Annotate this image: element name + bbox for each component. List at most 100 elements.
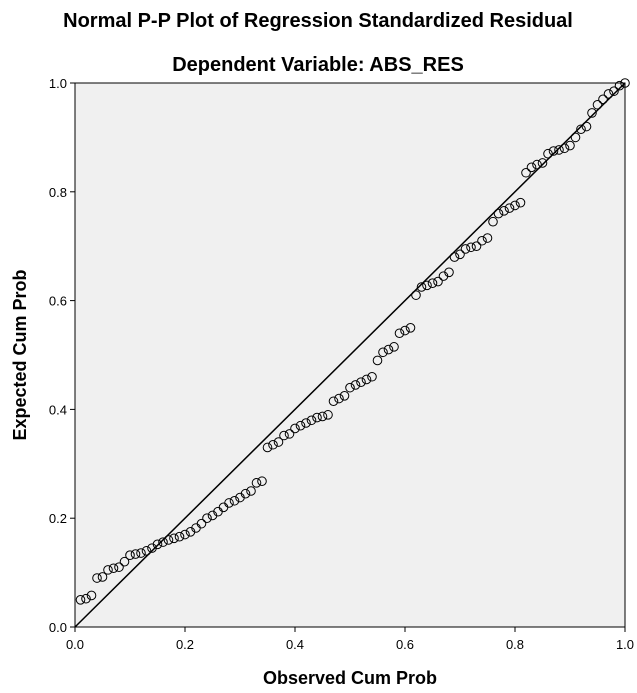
data-point bbox=[449, 252, 460, 262]
data-point bbox=[477, 235, 487, 246]
data-point bbox=[86, 590, 97, 601]
data-point bbox=[460, 244, 471, 254]
data-point bbox=[136, 548, 146, 558]
data-point bbox=[279, 430, 289, 441]
data-point bbox=[598, 94, 608, 105]
data-point bbox=[301, 418, 311, 428]
data-point bbox=[257, 476, 267, 487]
data-point bbox=[565, 140, 575, 151]
data-point bbox=[537, 158, 548, 168]
data-point bbox=[400, 325, 410, 336]
y-tick-label: 0.6 bbox=[49, 294, 67, 309]
data-point bbox=[444, 267, 454, 278]
data-point bbox=[543, 148, 553, 159]
data-point bbox=[158, 537, 168, 547]
data-point bbox=[367, 371, 377, 382]
y-axis-label: Expected Cum Prob bbox=[10, 269, 30, 440]
data-point bbox=[576, 124, 586, 135]
x-tick-label: 0.4 bbox=[286, 637, 304, 652]
data-point bbox=[559, 143, 570, 154]
data-point bbox=[482, 233, 493, 243]
data-point bbox=[350, 380, 361, 390]
data-point bbox=[383, 344, 394, 355]
data-point bbox=[81, 593, 91, 604]
chart-title: Normal P-P Plot of Regression Standardiz… bbox=[63, 10, 573, 32]
data-point bbox=[499, 206, 509, 216]
x-tick-label: 0.6 bbox=[396, 637, 414, 652]
data-point bbox=[163, 535, 174, 545]
data-point bbox=[532, 159, 542, 170]
x-axis-label: Observed Cum Prob bbox=[263, 668, 437, 688]
data-point bbox=[620, 78, 630, 88]
data-point bbox=[130, 549, 141, 559]
data-point bbox=[488, 216, 498, 227]
data-point bbox=[356, 377, 366, 388]
data-point bbox=[240, 488, 251, 499]
data-point bbox=[92, 573, 102, 583]
y-tick-label: 0.4 bbox=[49, 402, 67, 417]
axis-ticks bbox=[70, 82, 626, 632]
data-point bbox=[592, 99, 603, 110]
data-point bbox=[141, 546, 152, 556]
data-point bbox=[504, 203, 515, 213]
data-point bbox=[378, 347, 388, 358]
data-point bbox=[526, 162, 537, 173]
data-point bbox=[268, 439, 278, 450]
x-tick-label: 0.2 bbox=[176, 637, 194, 652]
data-point bbox=[103, 565, 113, 575]
axis-tick-labels: 0.0 0.2 0.4 0.6 0.8 1.0 0.0 0.2 0.4 0.6 0.8 1.0 bbox=[49, 76, 634, 652]
x-tick-label: 0.8 bbox=[506, 637, 524, 652]
data-point bbox=[422, 280, 432, 291]
data-point bbox=[587, 108, 597, 118]
data-point bbox=[510, 200, 520, 211]
data-point bbox=[306, 415, 317, 426]
data-point bbox=[202, 513, 212, 524]
data-point bbox=[312, 412, 322, 423]
data-point bbox=[125, 550, 135, 560]
data-point bbox=[317, 411, 328, 422]
data-point bbox=[609, 86, 619, 96]
data-point bbox=[416, 282, 427, 292]
y-tick-label: 0.0 bbox=[49, 620, 67, 635]
data-point bbox=[466, 242, 476, 253]
data-point bbox=[581, 121, 592, 132]
data-point bbox=[246, 486, 256, 496]
data-point bbox=[262, 442, 273, 453]
data-point bbox=[119, 556, 130, 567]
data-point bbox=[433, 276, 443, 287]
data-point bbox=[411, 290, 421, 300]
data-point bbox=[114, 562, 124, 572]
data-point bbox=[284, 429, 295, 439]
data-point bbox=[493, 208, 504, 219]
data-point bbox=[108, 563, 119, 574]
data-point bbox=[290, 423, 300, 434]
data-point bbox=[174, 531, 185, 542]
data-point bbox=[224, 498, 234, 508]
data-point bbox=[345, 382, 355, 393]
data-point bbox=[427, 278, 438, 288]
y-tick-label: 0.8 bbox=[49, 185, 67, 200]
x-tick-label: 0.0 bbox=[66, 637, 84, 652]
data-point bbox=[334, 393, 344, 404]
y-tick-label: 1.0 bbox=[49, 76, 67, 91]
data-point bbox=[614, 80, 625, 91]
data-point bbox=[405, 323, 416, 333]
data-point bbox=[273, 437, 284, 447]
chart-subtitle: Dependent Variable: ABS_RES bbox=[172, 54, 464, 76]
data-point bbox=[295, 420, 306, 431]
data-point bbox=[196, 518, 207, 529]
data-point bbox=[97, 572, 108, 582]
data-point bbox=[328, 396, 339, 407]
data-point bbox=[548, 146, 559, 156]
data-point bbox=[169, 533, 179, 544]
data-point bbox=[521, 167, 531, 178]
data-point bbox=[180, 529, 190, 540]
data-point bbox=[372, 355, 383, 366]
y-tick-label: 0.2 bbox=[49, 511, 67, 526]
data-point bbox=[515, 197, 526, 208]
data-point bbox=[394, 328, 405, 339]
data-point bbox=[554, 145, 564, 155]
data-point bbox=[361, 374, 372, 385]
data-point bbox=[603, 89, 614, 99]
